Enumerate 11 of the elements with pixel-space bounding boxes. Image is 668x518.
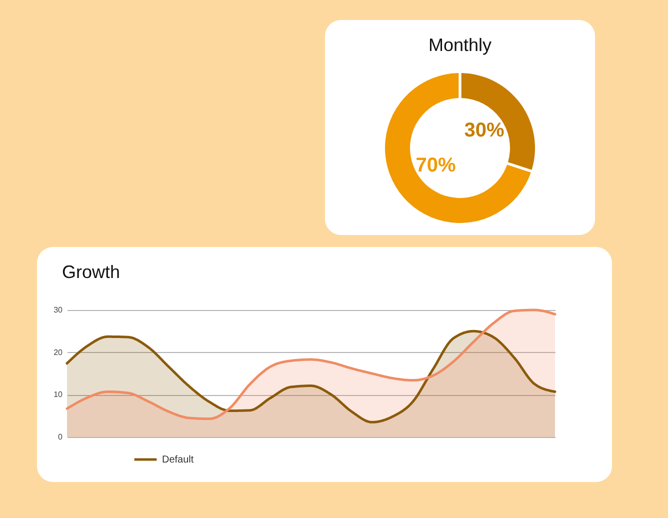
y-tick-label: 0: [58, 432, 64, 442]
y-tick-label: 20: [54, 348, 64, 357]
data-label: 70%: [416, 154, 456, 177]
y-tick-label: 30: [54, 306, 64, 314]
chart-title: Monthly: [428, 35, 492, 55]
donut-slice: [385, 73, 531, 223]
y-tick-label: 10: [54, 390, 64, 400]
data-label: 30%: [464, 119, 504, 142]
chart-title: Growth: [62, 262, 120, 282]
legend-label: Default: [162, 454, 194, 466]
donut-slice: [461, 73, 535, 170]
